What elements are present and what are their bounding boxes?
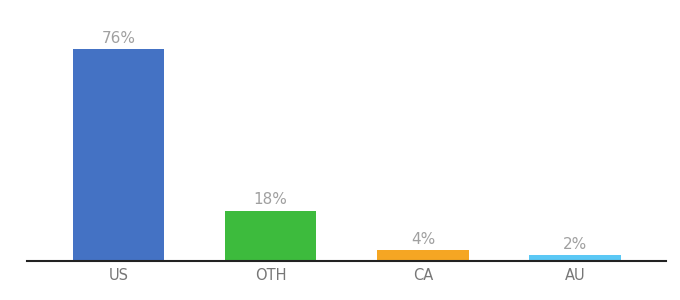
Text: 18%: 18%: [254, 193, 288, 208]
Text: 76%: 76%: [101, 31, 135, 46]
Bar: [377, 250, 469, 261]
Bar: [73, 49, 164, 261]
Bar: [225, 211, 316, 261]
Bar: [530, 255, 621, 261]
Text: 4%: 4%: [411, 232, 435, 247]
Text: 2%: 2%: [563, 237, 588, 252]
